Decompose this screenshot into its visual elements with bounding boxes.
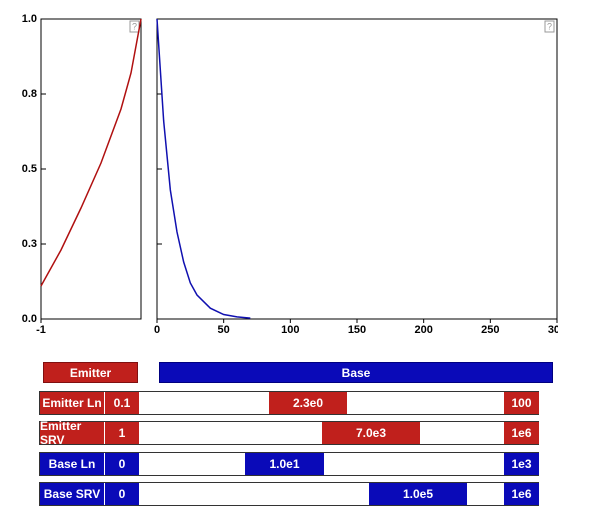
- slider[interactable]: Base Ln 0 1.0e1 1e3: [39, 452, 539, 476]
- x-tick-label: 100: [281, 324, 299, 336]
- slider-max: 1e6: [504, 483, 539, 505]
- y-tick-label: 1.0: [22, 13, 37, 25]
- x-tick-label: 250: [481, 324, 499, 336]
- slider-max: 1e3: [504, 453, 539, 475]
- slider-min: 0: [105, 483, 139, 505]
- x-tick-label: 0: [154, 324, 160, 336]
- x-tick-label: 150: [348, 324, 366, 336]
- slider-thumb[interactable]: 1.0e5: [369, 483, 467, 505]
- x-tick-label: -1: [36, 324, 46, 336]
- slider[interactable]: Base SRV 0 1.0e5 1e6: [39, 482, 539, 506]
- slider-min: 0: [105, 453, 139, 475]
- slider-label: Emitter SRV: [40, 419, 104, 447]
- plot-frame: [156, 18, 558, 320]
- slider-thumb[interactable]: 1.0e1: [245, 453, 324, 475]
- slider[interactable]: Emitter SRV 1 7.0e3 1e6: [39, 419, 539, 447]
- slider-min: 1: [105, 422, 139, 444]
- curve: [40, 18, 142, 287]
- y-tick-label: 0.8: [22, 88, 37, 100]
- help-icon-glyph: ?: [132, 21, 137, 31]
- help-icon[interactable]: [544, 20, 555, 33]
- emitter-button[interactable]: Emitter: [43, 362, 138, 383]
- slider-max: 1e6: [504, 422, 539, 444]
- slider-thumb[interactable]: 7.0e3: [322, 422, 420, 444]
- x-tick-label: 200: [414, 324, 432, 336]
- y-tick-label: 0.5: [22, 163, 37, 175]
- slider[interactable]: Emitter Ln 0.1 2.3e0 100: [39, 391, 539, 415]
- slider-thumb[interactable]: 2.3e0: [269, 392, 347, 414]
- slider-max: 100: [504, 392, 539, 414]
- charts: ? ? 0.0 0.3 0.5 0.8 1.0 -1 0 50 100 150 200 250 300: [22, 13, 558, 336]
- x-tick-label: 300: [548, 324, 558, 336]
- x-tick-label: 50: [218, 324, 230, 336]
- y-tick-label: 0.0: [22, 313, 37, 325]
- curve: [156, 18, 251, 319]
- slider-label: Emitter Ln: [40, 392, 104, 414]
- help-icon-glyph: ?: [547, 21, 552, 31]
- slider-label: Base SRV: [40, 483, 104, 505]
- slider-min: 0.1: [105, 392, 139, 414]
- y-tick-label: 0.3: [22, 238, 37, 250]
- plot-frame: [40, 18, 142, 320]
- slider-label: Base Ln: [40, 453, 104, 475]
- base-button[interactable]: Base: [159, 362, 553, 383]
